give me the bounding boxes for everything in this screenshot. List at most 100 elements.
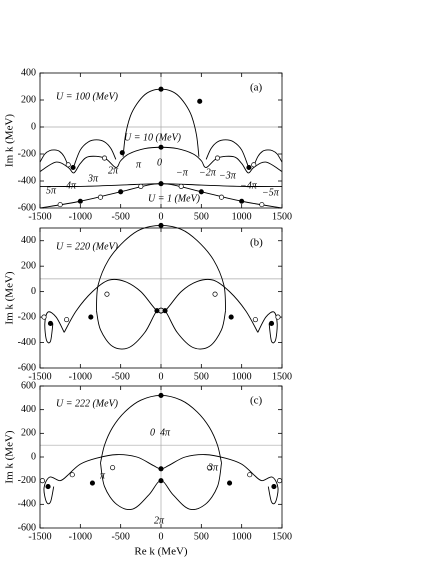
open-marker	[69, 472, 75, 478]
open-marker	[41, 314, 47, 320]
annotation: U = 10 (MeV)	[124, 132, 182, 143]
annotation: U = 220 (MeV)	[56, 241, 119, 252]
filled-marker	[158, 392, 164, 399]
y-tick-label: -200	[18, 148, 36, 159]
open-marker	[64, 317, 70, 323]
x-tick-label: -1000	[69, 371, 92, 382]
x-tick-label: -500	[111, 371, 129, 382]
open-marker	[247, 472, 253, 478]
annotation: 0	[150, 427, 155, 438]
y-tick-label: -600	[18, 202, 36, 213]
filled-marker	[197, 98, 203, 104]
x-tick-label: 500	[194, 371, 209, 382]
open-marker	[39, 478, 45, 484]
filled-marker	[239, 198, 245, 204]
y-tick-label: 400	[21, 404, 36, 415]
x-tick-label: 500	[194, 211, 209, 222]
filled-marker	[158, 181, 164, 187]
filled-marker	[162, 308, 168, 314]
annotation: 4π	[66, 180, 77, 191]
open-marker	[97, 194, 104, 200]
x-tick-label: 0	[159, 211, 164, 222]
x-tick-label: -500	[111, 531, 129, 542]
filled-marker	[118, 189, 124, 195]
filled-marker	[158, 466, 164, 472]
annotation: π	[100, 470, 106, 481]
x-axis-label: Re k (MeV)	[134, 546, 187, 558]
filled-marker	[227, 480, 233, 486]
y-tick-label: -400	[18, 175, 36, 186]
annotation: 2π	[154, 515, 165, 526]
filled-marker	[158, 144, 164, 150]
x-tick-label: -1000	[69, 211, 92, 222]
open-marker	[206, 465, 212, 471]
filled-marker	[154, 308, 160, 314]
annotation: −3π	[219, 170, 237, 181]
panel-label: (a)	[250, 82, 263, 94]
y-axis-label: Im k (MeV)	[4, 114, 16, 167]
x-tick-label: 1000	[232, 531, 252, 542]
open-marker	[178, 183, 184, 189]
annotation: 0	[157, 157, 162, 168]
filled-marker	[88, 314, 94, 320]
open-marker	[252, 317, 258, 323]
filled-marker	[158, 86, 164, 92]
filled-marker	[271, 484, 277, 490]
y-axis-label: Im k (MeV)	[4, 271, 16, 324]
y-tick-label: -600	[18, 362, 36, 373]
y-tick-label: 200	[21, 428, 36, 439]
open-marker	[275, 314, 281, 320]
open-marker	[212, 291, 218, 297]
y-tick-label: 0	[31, 286, 36, 297]
x-tick-label: -500	[111, 211, 129, 222]
x-tick-label: -1000	[69, 531, 92, 542]
open-marker	[251, 162, 257, 168]
x-tick-label: 1500	[272, 371, 292, 382]
panel-label: (c)	[250, 395, 263, 407]
x-tick-label: -1500	[28, 371, 51, 382]
annotation: 3π	[87, 173, 99, 184]
y-tick-label: 400	[21, 235, 36, 246]
filled-marker	[45, 484, 51, 490]
x-tick-label: -1500	[28, 531, 51, 542]
open-marker	[277, 478, 283, 484]
annotation: −π	[176, 167, 189, 178]
y-tick-label: -200	[18, 311, 36, 322]
y-tick-label: -400	[18, 499, 36, 510]
open-marker	[101, 155, 108, 161]
filled-marker	[228, 314, 234, 320]
annotation: π	[136, 159, 142, 170]
open-marker	[259, 202, 265, 208]
annotation: −5π	[262, 187, 280, 198]
filled-marker	[268, 320, 275, 327]
annotation: −2π	[199, 167, 217, 178]
panel-label: (b)	[250, 237, 263, 249]
filled-marker	[119, 150, 125, 156]
x-tick-label: 1500	[272, 211, 292, 222]
annotation: 4π	[160, 427, 171, 438]
filled-marker	[70, 164, 76, 171]
open-marker	[218, 194, 225, 200]
y-axis-label: Im k (MeV)	[4, 430, 16, 483]
y-tick-label: 0	[31, 451, 36, 462]
filled-marker	[198, 189, 204, 195]
open-marker	[138, 183, 144, 189]
curve	[96, 307, 226, 350]
y-tick-label: 200	[21, 94, 36, 105]
filled-marker	[246, 164, 252, 171]
filled-marker	[158, 478, 164, 484]
annotation: 3π	[207, 462, 219, 473]
x-tick-label: 500	[194, 531, 209, 542]
annotation: U = 100 (MeV)	[56, 91, 119, 102]
x-tick-label: 0	[159, 531, 164, 542]
curve	[44, 311, 278, 344]
annotation: U = 222 (MeV)	[56, 398, 119, 409]
curve	[43, 474, 279, 505]
y-tick-label: 400	[21, 67, 36, 78]
open-marker	[57, 202, 63, 208]
filled-marker	[89, 480, 95, 486]
x-tick-label: 1500	[272, 531, 292, 542]
y-tick-label: 600	[21, 380, 36, 391]
annotation: 2π	[108, 165, 119, 176]
